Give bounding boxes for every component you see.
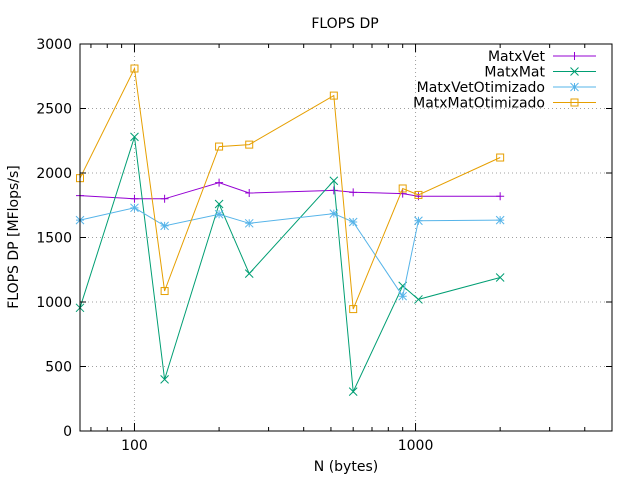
y-tick-label: 500 [45, 360, 72, 376]
data-point-matxmat [214, 199, 224, 209]
legend-marker-matxmatotimizado [570, 98, 579, 107]
series-matxvetotimizado [75, 203, 505, 301]
data-point-matxmat [414, 295, 423, 304]
y-tick-label: 0 [63, 424, 72, 440]
series-line-matxmat [79, 136, 501, 394]
data-point-matxvet [245, 188, 254, 197]
y-tick-label: 2500 [36, 102, 72, 118]
data-point-matxvet [160, 194, 169, 203]
legend-label-matxmat: MatxMat [484, 65, 545, 81]
series-layer [75, 64, 505, 397]
data-point-matxvet [398, 189, 407, 198]
ticks: 0 500 1000 1500 2000 2500 3000 100 1000 [36, 37, 613, 454]
data-point-matxvetotimizado [160, 221, 169, 231]
data-point-matxmat [160, 375, 169, 384]
y-tick-label: 1500 [36, 231, 72, 247]
data-point-matxvet [349, 188, 358, 197]
data-point-matxmat [495, 273, 505, 282]
y-tick-label: 2000 [36, 166, 72, 182]
chart-title: FLOPS DP [311, 16, 378, 32]
x-tick-label: 1000 [398, 438, 434, 454]
y-tick-label: 1000 [36, 295, 72, 311]
y-axis-label: FLOPS DP [MFlops/s] [6, 165, 22, 309]
data-point-matxvetotimizado [329, 209, 339, 218]
data-point-matxmatotimizado [496, 153, 505, 162]
data-point-matxvetotimizado [414, 216, 423, 226]
data-point-matxvetotimizado [398, 291, 408, 301]
y-tick-label: 3000 [36, 37, 72, 53]
legend-label-matxvet: MatxVet [488, 49, 546, 65]
data-point-matxmat [348, 387, 358, 397]
data-point-matxmat [329, 176, 339, 186]
data-point-matxvet [130, 194, 139, 203]
series-line-matxmatotimizado [79, 66, 501, 310]
data-point-matxmat [130, 132, 139, 142]
data-point-matxvetotimizado [214, 209, 224, 219]
data-point-matxvetotimizado [495, 215, 505, 225]
data-point-matxvet [496, 192, 505, 201]
legend: MatxVetMatxMatMatxVetOtimizadoMatxMatOti… [413, 49, 596, 112]
data-point-matxmatotimizado [160, 287, 169, 296]
data-point-matxmatotimizado [329, 91, 338, 100]
data-point-matxvetotimizado [130, 203, 139, 213]
legend-label-matxmatotimizado: MatxMatOtimizado [413, 96, 545, 112]
x-axis-label: N (bytes) [314, 459, 378, 475]
data-point-matxmatotimizado [414, 190, 423, 199]
data-point-matxvetotimizado [348, 217, 358, 227]
data-point-matxmat [244, 269, 254, 278]
data-point-matxvet [329, 186, 338, 195]
series-line-matxvetotimizado [79, 207, 501, 298]
data-point-matxmatotimizado [215, 142, 224, 151]
x-tick-label: 100 [121, 438, 148, 454]
series-matxmat [75, 132, 505, 397]
legend-marker-matxvetotimizado [570, 82, 579, 92]
legend-marker-matxmat [570, 67, 579, 76]
legend-marker-matxvet [570, 52, 579, 60]
series-line-matxvet [79, 182, 501, 200]
data-point-matxmatotimizado [349, 305, 358, 314]
data-point-matxvet [215, 178, 224, 187]
data-point-matxmatotimizado [130, 64, 139, 73]
data-point-matxmatotimizado [398, 184, 407, 193]
data-point-matxmatotimizado [245, 140, 254, 149]
data-point-matxvetotimizado [244, 218, 254, 228]
legend-label-matxvetotimizado: MatxVetOtimizado [417, 80, 545, 96]
